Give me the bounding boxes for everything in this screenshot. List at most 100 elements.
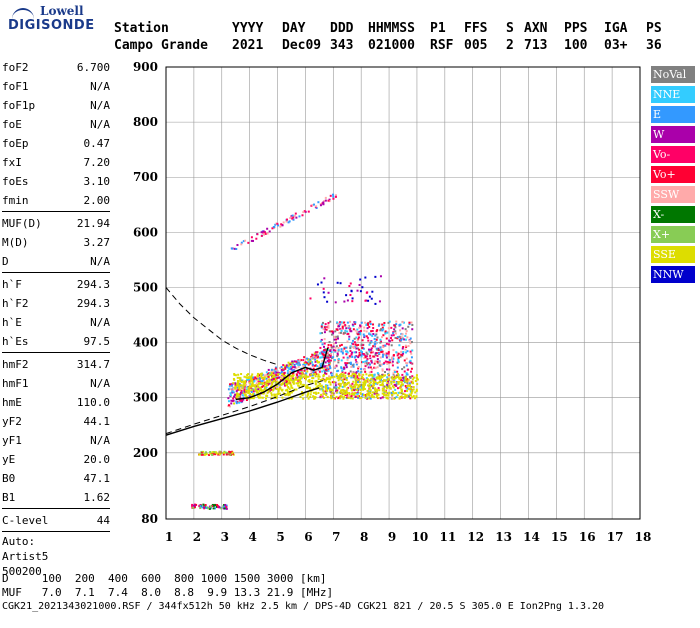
echo-point xyxy=(364,299,367,302)
echo-point xyxy=(322,321,325,324)
echo-point xyxy=(312,203,315,206)
echo-point xyxy=(371,393,374,396)
echo-point xyxy=(409,385,412,388)
echo-point xyxy=(349,282,352,285)
echo-point xyxy=(354,376,357,379)
echo-point xyxy=(352,328,355,331)
echo-point xyxy=(213,451,216,454)
echo-point xyxy=(316,365,319,368)
echo-point xyxy=(398,377,401,380)
echo-point xyxy=(350,365,353,368)
echo-point xyxy=(292,379,295,382)
echo-point xyxy=(236,376,239,379)
echo-point xyxy=(317,366,320,369)
x-tick-label: 5 xyxy=(276,530,284,544)
echo-point xyxy=(271,382,274,385)
echo-point xyxy=(297,382,300,385)
echo-point xyxy=(237,393,240,396)
echo-point xyxy=(367,384,370,387)
echo-point xyxy=(356,328,359,331)
echo-point xyxy=(212,507,215,510)
echo-point xyxy=(315,380,318,383)
param-value: N/A xyxy=(90,118,110,131)
echo-point xyxy=(399,337,402,340)
param-row: hmE 110.0 xyxy=(2,393,110,412)
echo-point xyxy=(369,333,372,336)
echo-point xyxy=(306,395,309,398)
echo-point xyxy=(218,506,221,509)
echo-point xyxy=(386,352,389,355)
echo-point xyxy=(402,321,405,324)
echo-point xyxy=(343,300,346,303)
echo-point xyxy=(352,376,355,379)
echo-point xyxy=(381,380,384,383)
legend-item-vo: Vo- xyxy=(651,146,695,163)
echo-point xyxy=(416,383,419,386)
echo-point xyxy=(274,376,277,379)
echo-point xyxy=(362,347,365,350)
echo-point xyxy=(415,374,418,377)
echo-point xyxy=(351,339,354,342)
echo-point xyxy=(383,321,386,324)
echo-point xyxy=(243,388,246,391)
echo-point xyxy=(340,359,343,362)
echo-point xyxy=(315,356,318,359)
echo-point xyxy=(326,356,329,359)
echo-point xyxy=(316,356,319,359)
echo-point xyxy=(283,382,286,385)
echo-point xyxy=(368,394,371,397)
echo-point xyxy=(391,393,394,396)
param-name: fxI xyxy=(2,156,22,169)
echo-point xyxy=(329,348,332,351)
echo-point xyxy=(361,339,364,342)
echo-point xyxy=(332,349,335,352)
echo-point xyxy=(392,332,395,335)
echo-point xyxy=(319,332,322,335)
echo-point xyxy=(326,396,329,399)
echo-point xyxy=(257,385,260,388)
header-label: PPS xyxy=(564,21,588,36)
header-label: S xyxy=(506,21,514,36)
echo-point xyxy=(252,380,255,383)
echo-point xyxy=(363,380,366,383)
echo-point xyxy=(203,453,206,456)
echo-point xyxy=(292,361,295,364)
echo-point xyxy=(399,376,402,379)
echo-point xyxy=(324,368,327,371)
echo-point xyxy=(370,348,373,351)
echo-point xyxy=(290,361,293,364)
echo-point xyxy=(378,323,381,326)
echo-point xyxy=(273,379,276,382)
echo-point xyxy=(265,381,268,384)
echo-point xyxy=(306,384,309,387)
legend-item-e: E xyxy=(651,106,695,123)
echo-point xyxy=(297,378,300,381)
echo-point xyxy=(354,378,357,381)
echo-point xyxy=(240,386,243,389)
echo-point xyxy=(334,390,337,393)
echo-point xyxy=(261,373,264,376)
echo-point xyxy=(376,361,379,364)
echo-point xyxy=(230,388,233,391)
echo-point xyxy=(411,328,414,331)
echo-point xyxy=(223,505,226,508)
echo-point xyxy=(397,360,400,363)
echo-point xyxy=(387,392,390,395)
echo-point xyxy=(369,323,372,326)
echo-point xyxy=(385,356,388,359)
echo-point xyxy=(412,386,415,389)
echo-point xyxy=(338,382,341,385)
echo-point xyxy=(262,230,265,233)
echo-point xyxy=(326,359,329,362)
echo-point xyxy=(360,355,363,358)
echo-point xyxy=(346,321,349,324)
echo-point xyxy=(393,392,396,395)
echo-point xyxy=(235,402,238,405)
echo-point xyxy=(272,377,275,380)
echo-point xyxy=(354,391,357,394)
echo-point xyxy=(282,374,285,377)
echo-point xyxy=(241,387,244,390)
echo-point xyxy=(347,396,350,399)
echo-point xyxy=(376,395,379,398)
panel-divider xyxy=(2,272,110,273)
